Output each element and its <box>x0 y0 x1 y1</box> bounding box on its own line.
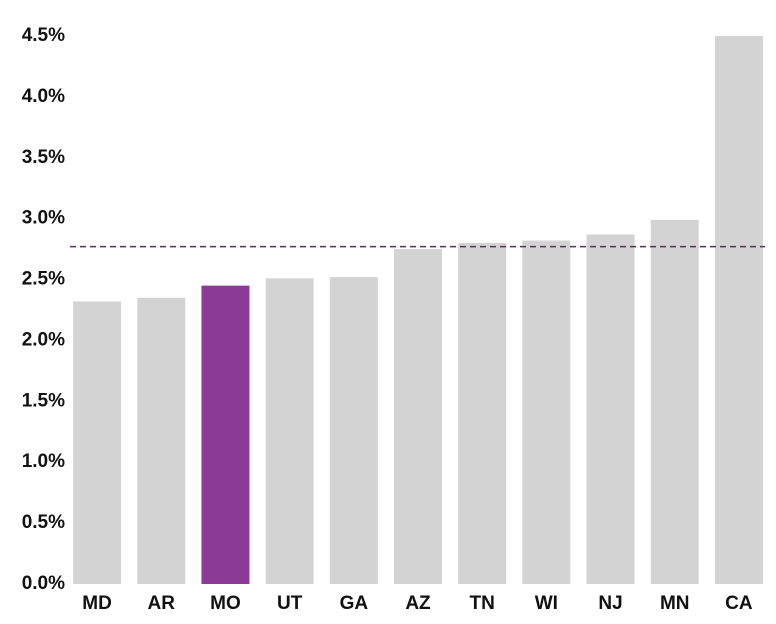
x-tick-label: AR <box>148 593 176 614</box>
x-tick-label: WI <box>535 593 558 614</box>
y-tick-label: 2.5% <box>22 269 65 290</box>
bar <box>650 219 699 584</box>
x-tick-label: GA <box>340 593 369 614</box>
bar <box>458 243 507 584</box>
bar <box>73 301 122 584</box>
x-tick-label: UT <box>277 593 303 614</box>
bar <box>586 234 635 584</box>
x-tick-label: NJ <box>598 593 622 614</box>
y-tick-label: 4.0% <box>22 86 65 107</box>
x-tick-label: MD <box>82 593 112 614</box>
x-tick-label: AZ <box>405 593 431 614</box>
bar <box>714 36 763 584</box>
y-tick-label: 3.0% <box>22 208 65 229</box>
y-tick-label: 0.5% <box>22 512 65 533</box>
y-tick-label: 0.0% <box>22 573 65 594</box>
y-tick-label: 3.5% <box>22 147 65 168</box>
bar <box>137 297 186 584</box>
bar <box>265 278 314 584</box>
x-tick-label: CA <box>725 593 753 614</box>
y-tick-label: 2.0% <box>22 329 65 350</box>
x-tick-label: MO <box>210 593 241 614</box>
bar <box>201 285 250 584</box>
x-tick-label: MN <box>660 593 690 614</box>
bar <box>522 240 571 584</box>
bar <box>394 249 442 584</box>
y-tick-label: 1.5% <box>22 390 65 411</box>
y-tick-label: 4.5% <box>22 25 65 46</box>
y-tick-label: 1.0% <box>22 451 65 472</box>
x-tick-label: TN <box>470 593 495 614</box>
bar <box>329 277 378 584</box>
